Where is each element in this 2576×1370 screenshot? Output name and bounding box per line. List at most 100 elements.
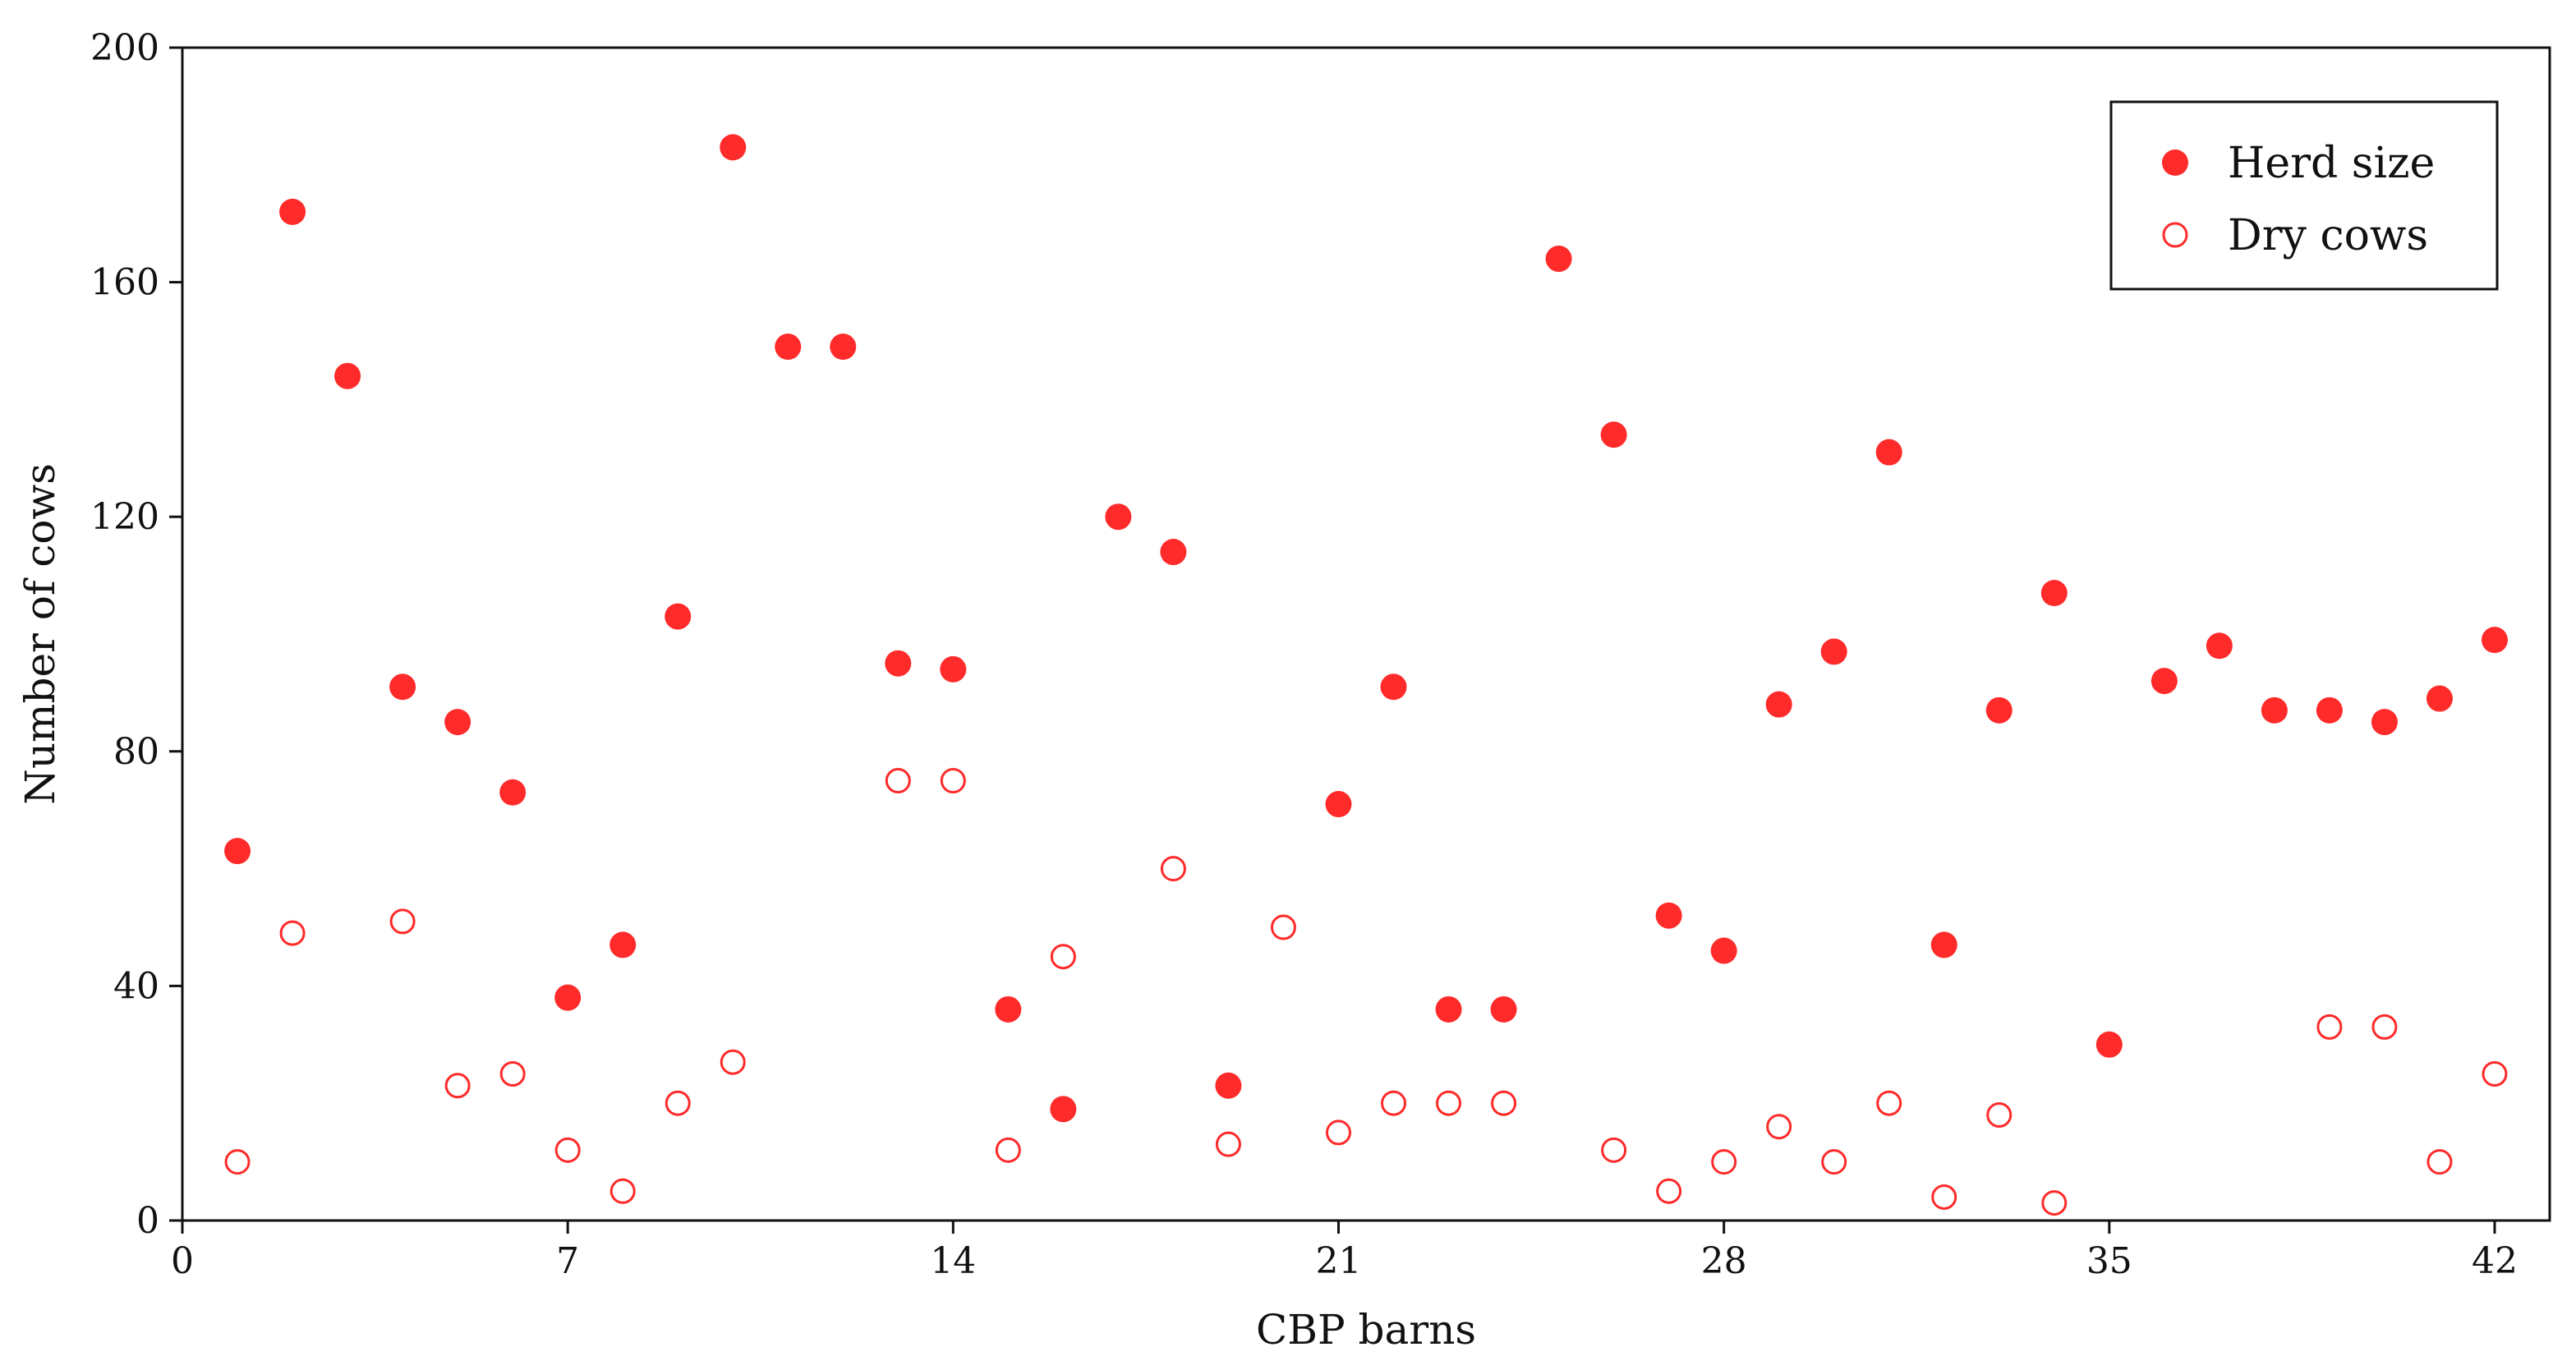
y-axis-ticks: 0 40 80 120 160 200 [90, 27, 182, 1242]
dry-cows-point [444, 1073, 471, 1099]
herd-size-point [940, 655, 967, 683]
herd-size-point [2371, 709, 2398, 736]
dry-cows-point [1986, 1101, 2012, 1128]
legend-box [2109, 100, 2499, 291]
dry-cows-point [1821, 1149, 1847, 1175]
dry-cows-point [1215, 1131, 1241, 1157]
dry-cows-point [2371, 1014, 2398, 1040]
herd-size-point [389, 674, 416, 701]
dry-cows-point [1656, 1178, 1682, 1204]
dry-cows-point [940, 768, 966, 793]
herd-size-point [554, 984, 582, 1011]
herd-size-point [334, 362, 361, 389]
legend-marker-dry-cows [2162, 222, 2188, 248]
herd-size-point [1545, 246, 1572, 273]
herd-size-point [1655, 902, 1682, 929]
dry-cows-point [1491, 1090, 1517, 1116]
x-tick-label: 14 [930, 1240, 976, 1282]
herd-size-point [665, 603, 692, 630]
herd-size-point [279, 198, 306, 225]
x-axis-ticks: 0 7 14 21 28 35 42 [171, 1221, 2518, 1282]
x-tick-label: 7 [556, 1240, 579, 1282]
dry-cows-point [1050, 944, 1076, 970]
herd-size-point [1710, 937, 1737, 964]
legend-label-herd-size: Herd size [2228, 139, 2435, 188]
herd-size-point [1435, 995, 1462, 1023]
herd-size-point [2150, 668, 2178, 695]
herd-size-point [1105, 503, 1132, 531]
herd-size-point [2481, 627, 2508, 654]
dry-cows-point [1270, 914, 1296, 940]
herd-size-point [775, 333, 802, 361]
herd-size-point [1380, 674, 1407, 701]
herd-size-point [1325, 791, 1352, 818]
herd-size-point [1490, 995, 1517, 1023]
dry-cows-point [1931, 1184, 1957, 1210]
herd-size-point [1600, 421, 1627, 448]
dry-cows-point [995, 1137, 1021, 1163]
dry-cows-point [2482, 1061, 2508, 1087]
y-tick-label: 40 [113, 965, 159, 1007]
dry-cows-point [2426, 1149, 2453, 1175]
herd-size-point [1985, 696, 2012, 724]
legend: Herd size Dry cows [2109, 100, 2499, 291]
x-axis-label: CBP barns [1256, 1306, 1476, 1354]
herd-size-point [720, 134, 747, 161]
y-axis-label: Number of cows [16, 463, 64, 805]
y-tick-label: 200 [90, 27, 159, 69]
dry-cows-point [1766, 1114, 1792, 1140]
plot-frame [181, 46, 2551, 1222]
series-herd-size [224, 134, 2508, 1123]
dry-cows-point [2041, 1190, 2068, 1216]
y-tick-label: 80 [113, 731, 159, 773]
legend-marker-herd-size [2162, 149, 2188, 176]
dry-cows-point [2316, 1014, 2343, 1040]
herd-size-point [444, 709, 472, 736]
dry-cows-point [1436, 1090, 1462, 1116]
y-tick-label: 0 [136, 1200, 159, 1242]
herd-size-point [1160, 539, 1187, 566]
dry-cows-point [224, 1149, 251, 1175]
x-tick-label: 42 [2472, 1240, 2518, 1282]
dry-cows-point [279, 920, 306, 946]
x-tick-label: 28 [1701, 1240, 1747, 1282]
herd-size-point [1930, 931, 1957, 959]
herd-size-point [830, 333, 857, 361]
herd-size-point [1050, 1096, 1077, 1123]
dry-cows-point [554, 1137, 581, 1163]
herd-size-point [2316, 696, 2343, 724]
dry-cows-point [610, 1178, 636, 1204]
y-tick-label: 160 [90, 262, 159, 304]
dry-cows-point [1876, 1090, 1902, 1116]
herd-size-point [2040, 580, 2068, 607]
herd-size-point [1765, 691, 1792, 718]
herd-size-point [610, 931, 637, 959]
dry-cows-point [720, 1049, 746, 1075]
herd-size-point [2206, 632, 2233, 660]
series-dry-cows [224, 768, 2508, 1216]
dry-cows-point [885, 768, 911, 793]
herd-size-point [2095, 1031, 2123, 1058]
dry-cows-point [1160, 856, 1186, 882]
herd-size-point [995, 995, 1022, 1023]
dry-cows-point [665, 1090, 691, 1116]
herd-size-point [2426, 685, 2453, 712]
herd-size-point [1215, 1072, 1242, 1099]
dry-cows-point [1711, 1149, 1737, 1175]
dry-cows-point [389, 908, 416, 935]
herd-size-point [1875, 439, 1902, 466]
legend-label-dry-cows: Dry cows [2228, 211, 2428, 260]
herd-size-point [1820, 638, 1847, 665]
herd-size-point [224, 838, 251, 865]
dry-cows-point [1325, 1119, 1351, 1146]
herd-size-point [499, 779, 527, 806]
dry-cows-point [1381, 1090, 1407, 1116]
dry-cows-point [499, 1061, 526, 1087]
y-tick-label: 120 [90, 496, 159, 538]
dry-cows-point [1601, 1137, 1627, 1163]
x-tick-label: 0 [171, 1240, 194, 1282]
x-tick-label: 35 [2086, 1240, 2132, 1282]
herd-size-point [2261, 696, 2288, 724]
